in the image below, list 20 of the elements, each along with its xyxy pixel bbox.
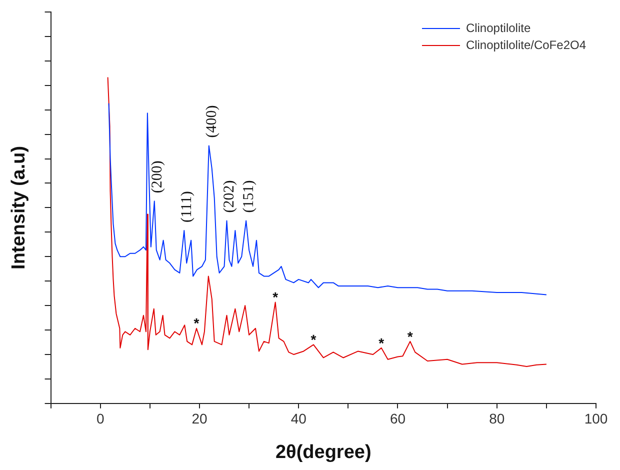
x-tick-label: 100 xyxy=(584,410,608,427)
annotation: (400) xyxy=(204,105,220,138)
annotation: (111) xyxy=(179,191,196,223)
x-tick-label: 80 xyxy=(489,410,505,427)
annotation: (151) xyxy=(241,180,258,213)
annotation: * xyxy=(310,332,317,348)
annotation: (200) xyxy=(149,160,166,194)
x-axis-title: 2θ(degree) xyxy=(275,442,372,463)
annotation: * xyxy=(272,289,279,306)
annotation: (202) xyxy=(222,180,238,213)
annotation: * xyxy=(407,328,414,344)
legend-label: Clinoptilolite xyxy=(466,20,531,37)
legend-label: Clinoptilolite/CoFe2O4 xyxy=(466,37,586,54)
y-axis-title: Intensity (a.u) xyxy=(8,146,30,270)
x-tick-label: 20 xyxy=(192,410,208,427)
x-tick-label: 40 xyxy=(290,410,307,427)
annotation: * xyxy=(194,315,200,332)
x-tick-label: 0 xyxy=(96,410,104,427)
annotation: * xyxy=(378,334,385,351)
x-tick-label: 60 xyxy=(390,410,406,427)
